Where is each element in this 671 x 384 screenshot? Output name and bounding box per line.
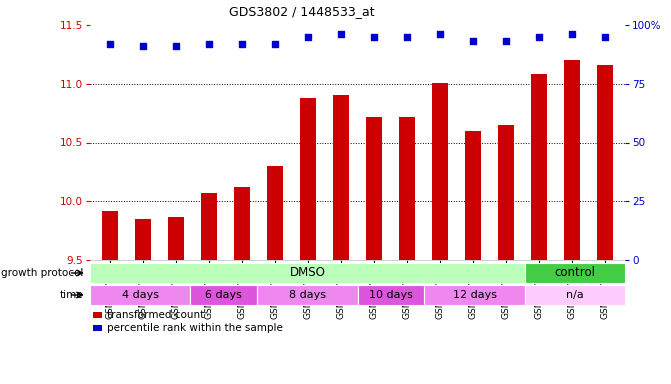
- Text: time: time: [60, 290, 83, 300]
- Bar: [234, 187, 250, 260]
- Text: transformed count: transformed count: [107, 310, 204, 320]
- Text: GDS3802 / 1448533_at: GDS3802 / 1448533_at: [229, 5, 375, 18]
- Bar: [525, 285, 625, 305]
- Point: [170, 43, 181, 49]
- Text: control: control: [554, 266, 595, 280]
- Bar: [531, 74, 548, 260]
- Point: [468, 38, 478, 45]
- Text: 6 days: 6 days: [205, 290, 242, 300]
- Bar: [300, 98, 316, 260]
- Point: [270, 41, 280, 47]
- Bar: [135, 219, 151, 260]
- Point: [303, 34, 313, 40]
- Bar: [358, 285, 424, 305]
- Text: 4 days: 4 days: [121, 290, 158, 300]
- Text: 8 days: 8 days: [289, 290, 326, 300]
- Bar: [266, 166, 283, 260]
- Bar: [90, 263, 525, 283]
- Point: [501, 38, 511, 45]
- Bar: [498, 125, 515, 260]
- Text: 10 days: 10 days: [369, 290, 413, 300]
- Text: n/a: n/a: [566, 290, 584, 300]
- Text: growth protocol: growth protocol: [1, 268, 83, 278]
- Text: DMSO: DMSO: [289, 266, 325, 280]
- Bar: [191, 285, 257, 305]
- Bar: [465, 131, 481, 260]
- Bar: [597, 65, 613, 260]
- Point: [533, 34, 544, 40]
- Point: [402, 34, 413, 40]
- Text: percentile rank within the sample: percentile rank within the sample: [107, 323, 282, 333]
- Bar: [333, 96, 349, 260]
- Point: [567, 31, 578, 38]
- Bar: [432, 83, 448, 260]
- Point: [237, 41, 248, 47]
- Bar: [101, 211, 118, 260]
- Point: [105, 41, 115, 47]
- Text: 12 days: 12 days: [452, 290, 497, 300]
- Bar: [90, 285, 191, 305]
- Bar: [564, 60, 580, 260]
- Point: [138, 43, 148, 49]
- Point: [435, 31, 446, 38]
- Point: [600, 34, 611, 40]
- Bar: [168, 217, 184, 260]
- Bar: [399, 117, 415, 260]
- Point: [203, 41, 214, 47]
- Bar: [424, 285, 525, 305]
- Point: [368, 34, 379, 40]
- Bar: [366, 117, 382, 260]
- Bar: [525, 263, 625, 283]
- Bar: [201, 193, 217, 260]
- Bar: [257, 285, 358, 305]
- Point: [336, 31, 346, 38]
